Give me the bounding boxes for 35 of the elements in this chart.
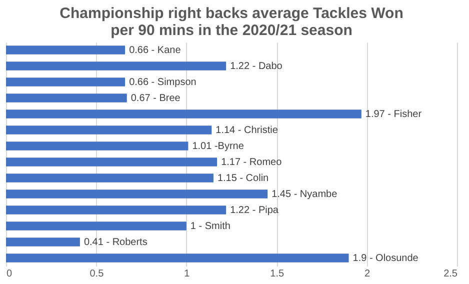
bar bbox=[6, 174, 214, 182]
bar bbox=[6, 126, 212, 134]
data-label: 0.41 - Roberts bbox=[84, 237, 148, 248]
data-label: 1.22 - Dabo bbox=[230, 61, 283, 72]
x-tick-label: 2 bbox=[364, 268, 371, 280]
x-tick-label: 0 bbox=[6, 268, 12, 280]
data-label: 0.66 - Simpson bbox=[129, 77, 196, 88]
x-tick-label: 2.5 bbox=[444, 268, 458, 280]
bar bbox=[6, 238, 80, 246]
data-label: 1.22 - Pipa bbox=[230, 205, 279, 216]
bar bbox=[6, 62, 226, 70]
data-label: 1.45 - Nyambe bbox=[272, 189, 338, 200]
data-label: 1.14 - Christie bbox=[216, 125, 278, 136]
bar bbox=[6, 94, 127, 102]
bar bbox=[6, 46, 126, 54]
x-tick-label: 0.5 bbox=[90, 268, 104, 280]
bar bbox=[6, 142, 188, 150]
bar bbox=[6, 190, 268, 198]
data-label: 1 - Smith bbox=[190, 221, 230, 232]
data-label: 1.97 - Fisher bbox=[365, 109, 422, 120]
bar bbox=[6, 158, 218, 166]
data-label: 1.01 -Byrne bbox=[192, 141, 244, 152]
chart-title: Championship right backs average Tackles Won per 90 mins in the 2020/21 season bbox=[60, 5, 404, 39]
x-tick-label: 1 bbox=[184, 268, 190, 280]
data-label: 1.15 - Colin bbox=[217, 173, 269, 184]
bar bbox=[6, 206, 226, 214]
bar bbox=[6, 254, 349, 262]
bar bbox=[6, 110, 362, 118]
data-label: 1.9 - Olosunde bbox=[352, 253, 419, 264]
bar bbox=[6, 222, 186, 230]
data-label: 0.67 - Bree bbox=[130, 93, 181, 104]
data-label: 1.17 - Romeo bbox=[221, 157, 282, 168]
bar bbox=[6, 78, 126, 86]
x-tick-label: 1.5 bbox=[270, 268, 284, 280]
data-label: 0.66 - Kane bbox=[129, 45, 182, 56]
